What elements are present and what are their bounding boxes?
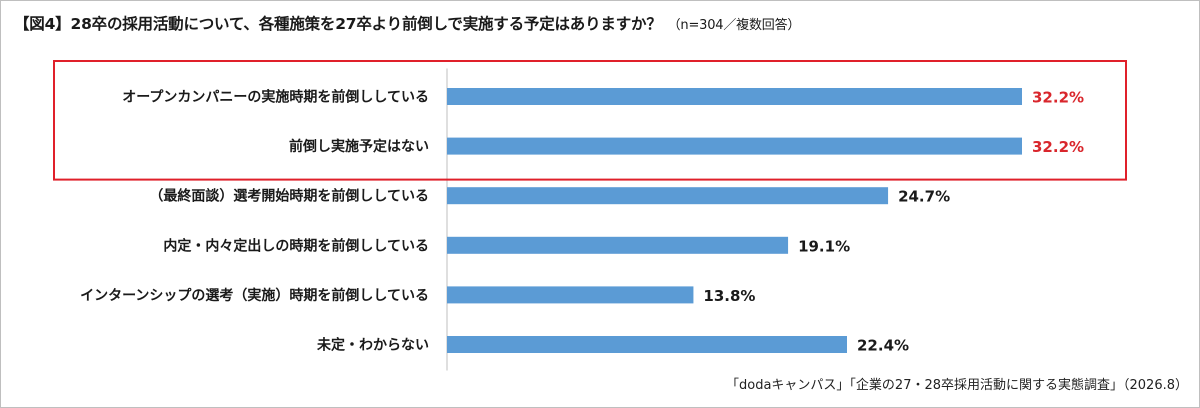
category-label: オープンカンパニーの実施時期を前倒ししている	[122, 89, 429, 106]
bar	[447, 137, 1022, 155]
data-label: 32.2%	[1032, 138, 1084, 156]
category-label: 前倒し実施予定はない	[289, 138, 429, 155]
chart-title: 【図4】28卒の採用活動について、各種施策を27卒より前倒しで実施する予定はあり…	[14, 12, 800, 34]
bar	[447, 187, 889, 205]
chart-title-text: 【図4】28卒の採用活動について、各種施策を27卒より前倒しで実施する予定はあり…	[14, 15, 662, 33]
data-label: 13.8%	[703, 287, 755, 305]
bar	[447, 336, 847, 353]
source-note: 「dodaキャンパス」「企業の27・28卒採用活動に関する実態調査」（2026.…	[726, 378, 1188, 393]
category-label: 内定・内々定出しの時期を前倒ししている	[163, 237, 429, 254]
bar	[447, 236, 789, 254]
bar	[447, 286, 694, 304]
category-label: インターンシップの選考（実施）時期を前倒ししている	[80, 287, 429, 304]
bar	[447, 88, 1022, 105]
chart-subtitle: （n=304／複数回答）	[667, 18, 801, 33]
highlight-box	[53, 60, 1127, 181]
data-label: 32.2%	[1032, 89, 1084, 107]
data-label: 19.1%	[798, 237, 850, 255]
data-label: 24.7%	[898, 188, 950, 206]
category-label: 未定・わからない	[317, 337, 429, 354]
category-label: （最終面談）選考開始時期を前倒ししている	[149, 188, 429, 205]
data-label: 22.4%	[857, 337, 909, 355]
